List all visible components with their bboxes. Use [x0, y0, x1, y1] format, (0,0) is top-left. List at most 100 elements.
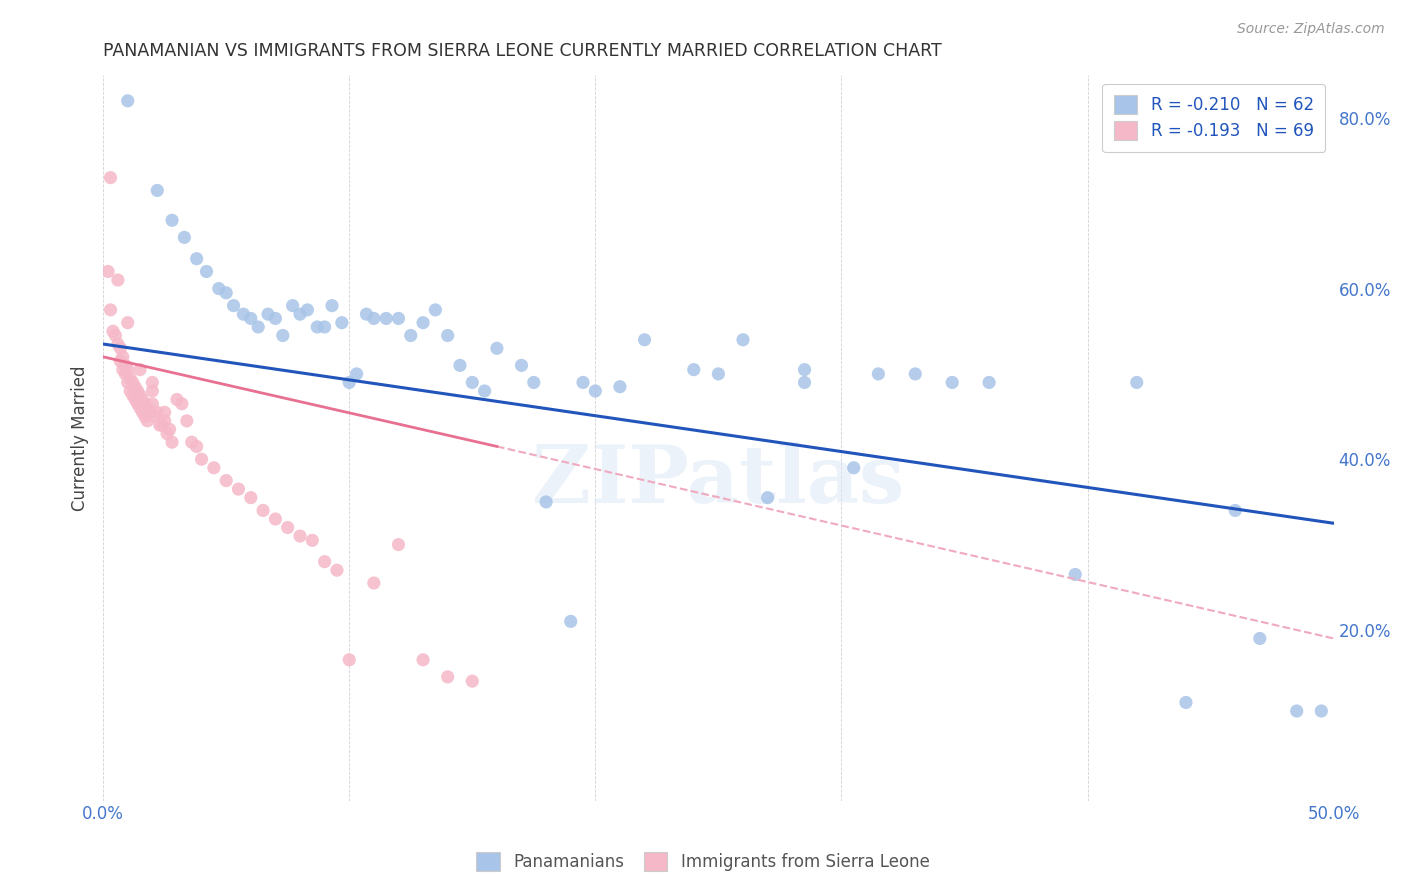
Point [146, 405, 169, 419]
Point [461, 376, 484, 390]
Point [314, 555, 336, 569]
Point [129, 401, 152, 415]
Point [247, 320, 270, 334]
Point [117, 376, 139, 390]
Point [356, 307, 378, 321]
Point [208, 281, 231, 295]
Point [1249, 632, 1271, 646]
Point [436, 328, 458, 343]
Point [387, 538, 409, 552]
Point [1285, 704, 1308, 718]
Point [146, 183, 169, 197]
Point [159, 422, 181, 436]
Point [160, 213, 183, 227]
Point [134, 397, 156, 411]
Point [134, 409, 156, 424]
Point [314, 320, 336, 334]
Point [461, 674, 484, 689]
Point [1225, 503, 1247, 517]
Point [337, 653, 360, 667]
Point [560, 615, 582, 629]
Point [941, 376, 963, 390]
Point [510, 359, 533, 373]
Point [153, 405, 176, 419]
Point [141, 376, 163, 390]
Point [399, 328, 422, 343]
Point [337, 376, 360, 390]
Point [346, 367, 368, 381]
Point [173, 230, 195, 244]
Point [363, 576, 385, 591]
Point [842, 460, 865, 475]
Point [232, 307, 254, 321]
Point [195, 264, 218, 278]
Point [97, 264, 120, 278]
Point [264, 512, 287, 526]
Point [485, 341, 508, 355]
Point [707, 367, 730, 381]
Point [104, 328, 127, 343]
Point [412, 316, 434, 330]
Point [222, 299, 245, 313]
Point [170, 397, 193, 411]
Point [117, 362, 139, 376]
Point [110, 354, 132, 368]
Point [228, 482, 250, 496]
Point [117, 94, 139, 108]
Point [120, 371, 142, 385]
Point [1064, 567, 1087, 582]
Point [215, 474, 238, 488]
Point [124, 380, 146, 394]
Point [124, 392, 146, 407]
Point [868, 367, 890, 381]
Point [127, 384, 149, 398]
Point [139, 405, 162, 419]
Point [176, 414, 198, 428]
Point [156, 426, 179, 441]
Point [731, 333, 754, 347]
Point [375, 311, 398, 326]
Legend: R = -0.210   N = 62, R = -0.193   N = 69: R = -0.210 N = 62, R = -0.193 N = 69 [1102, 84, 1326, 152]
Point [257, 307, 280, 321]
Point [363, 311, 385, 326]
Point [583, 384, 606, 398]
Point [449, 359, 471, 373]
Point [127, 397, 149, 411]
Text: Source: ZipAtlas.com: Source: ZipAtlas.com [1237, 22, 1385, 37]
Point [572, 376, 595, 390]
Point [307, 320, 329, 334]
Point [281, 299, 304, 313]
Point [153, 414, 176, 428]
Point [682, 362, 704, 376]
Point [186, 439, 208, 453]
Point [523, 376, 546, 390]
Point [387, 311, 409, 326]
Point [633, 333, 655, 347]
Point [1126, 376, 1149, 390]
Point [120, 384, 142, 398]
Point [609, 380, 631, 394]
Point [534, 495, 557, 509]
Point [101, 324, 124, 338]
Point [131, 392, 153, 407]
Point [474, 384, 496, 398]
Point [330, 316, 353, 330]
Point [110, 341, 132, 355]
Point [131, 405, 153, 419]
Point [271, 328, 294, 343]
Point [301, 533, 323, 548]
Point [264, 311, 287, 326]
Point [100, 302, 122, 317]
Point [436, 670, 458, 684]
Point [288, 529, 311, 543]
Point [977, 376, 1000, 390]
Legend: Panamanians, Immigrants from Sierra Leone: Panamanians, Immigrants from Sierra Leon… [468, 843, 938, 880]
Point [121, 376, 143, 390]
Text: PANAMANIAN VS IMMIGRANTS FROM SIERRA LEONE CURRENTLY MARRIED CORRELATION CHART: PANAMANIAN VS IMMIGRANTS FROM SIERRA LEO… [103, 42, 942, 60]
Point [143, 409, 166, 424]
Point [239, 311, 262, 326]
Point [150, 418, 173, 433]
Point [107, 273, 129, 287]
Point [160, 435, 183, 450]
Point [180, 435, 202, 450]
